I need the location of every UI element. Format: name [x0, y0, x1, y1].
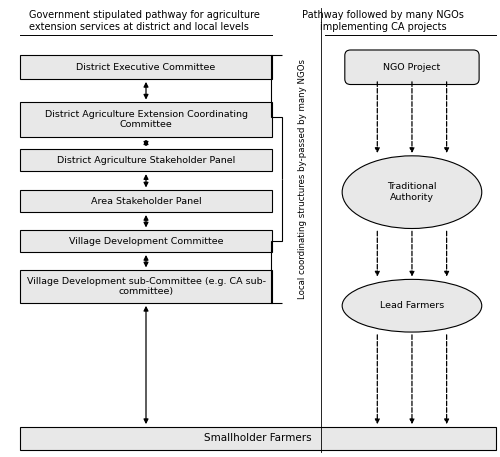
- Text: Area Stakeholder Panel: Area Stakeholder Panel: [90, 197, 202, 206]
- FancyBboxPatch shape: [20, 270, 272, 303]
- Ellipse shape: [342, 156, 482, 228]
- FancyBboxPatch shape: [20, 149, 272, 171]
- FancyBboxPatch shape: [345, 50, 479, 85]
- FancyBboxPatch shape: [20, 102, 272, 137]
- Text: Government stipulated pathway for agriculture
extension services at district and: Government stipulated pathway for agricu…: [30, 11, 260, 32]
- Text: District Agriculture Extension Coordinating
Committee: District Agriculture Extension Coordinat…: [44, 110, 248, 129]
- Text: Smallholder Farmers: Smallholder Farmers: [204, 433, 312, 443]
- Text: Traditional
Authority: Traditional Authority: [387, 182, 436, 202]
- Text: Lead Farmers: Lead Farmers: [380, 301, 444, 310]
- Text: Village Development Committee: Village Development Committee: [69, 237, 224, 246]
- Text: Local coordinating structures by-passed by many NGOs: Local coordinating structures by-passed …: [298, 59, 306, 299]
- Text: District Agriculture Stakeholder Panel: District Agriculture Stakeholder Panel: [57, 156, 235, 165]
- FancyBboxPatch shape: [20, 191, 272, 212]
- FancyBboxPatch shape: [20, 55, 272, 79]
- Ellipse shape: [342, 279, 482, 332]
- FancyBboxPatch shape: [20, 230, 272, 252]
- Text: Pathway followed by many NGOs
implementing CA projects: Pathway followed by many NGOs implementi…: [302, 11, 464, 32]
- Text: Village Development sub-Committee (e.g. CA sub-
committee): Village Development sub-Committee (e.g. …: [26, 277, 266, 296]
- Text: NGO Project: NGO Project: [384, 63, 440, 72]
- FancyBboxPatch shape: [20, 427, 496, 450]
- Text: District Executive Committee: District Executive Committee: [76, 63, 216, 72]
